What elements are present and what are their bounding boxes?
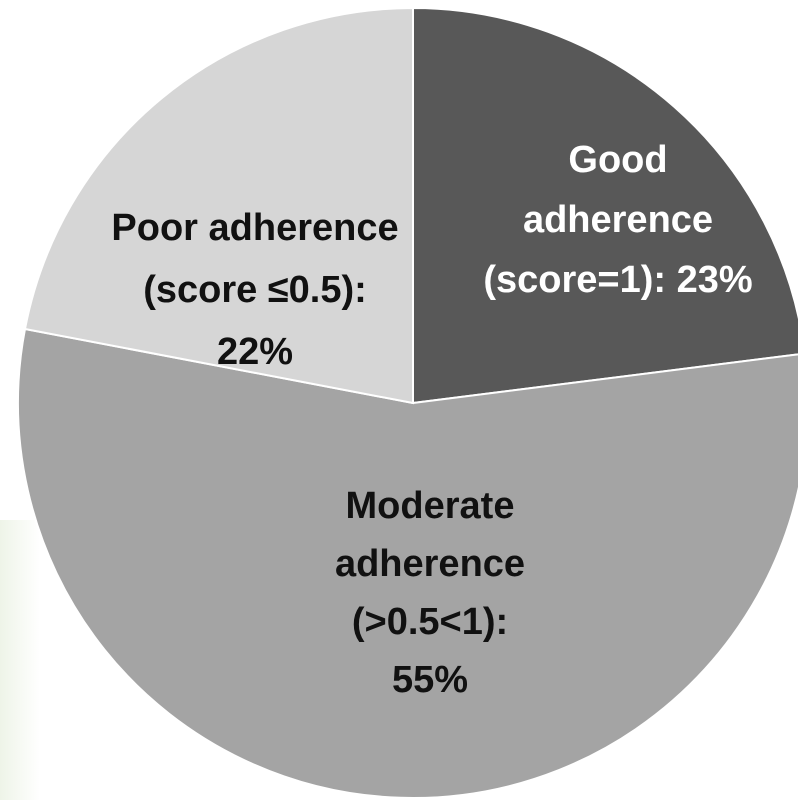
pie-slice-label-line: 22% xyxy=(217,331,293,373)
pie-slice-label-line: (score=1): 23% xyxy=(483,259,752,301)
pie-slice-label-line: Good xyxy=(568,139,667,181)
pie-slice-label-line: Poor adherence xyxy=(111,207,398,249)
pie-slice-label-line: (>0.5<1): xyxy=(352,601,508,643)
pie-slice-label-line: adherence xyxy=(335,543,525,585)
pie-slice-1 xyxy=(412,6,798,405)
pie-slice-label-line: Moderate xyxy=(346,485,515,527)
pie-slice-label-line: 55% xyxy=(392,659,468,701)
pie-labels: Good adherence (score=1): 23% Moderate adher… xyxy=(111,139,752,701)
pie-slice-label-line: adherence xyxy=(523,199,713,241)
left-edge-tint xyxy=(0,520,40,800)
pie-slice-label-line: (score ≤0.5): xyxy=(143,269,367,311)
pie-slice-label-1: Good adherence (score=1): 23% xyxy=(483,139,752,301)
pie-slice-label-3: Poor adherence (score ≤0.5): 22% xyxy=(111,207,398,373)
pie-slice-3 xyxy=(23,6,414,405)
pie-slice-label-2: Moderate adherence (>0.5<1): 55% xyxy=(335,485,525,701)
pie-slices xyxy=(17,6,798,799)
pie-slice-2 xyxy=(17,327,798,799)
